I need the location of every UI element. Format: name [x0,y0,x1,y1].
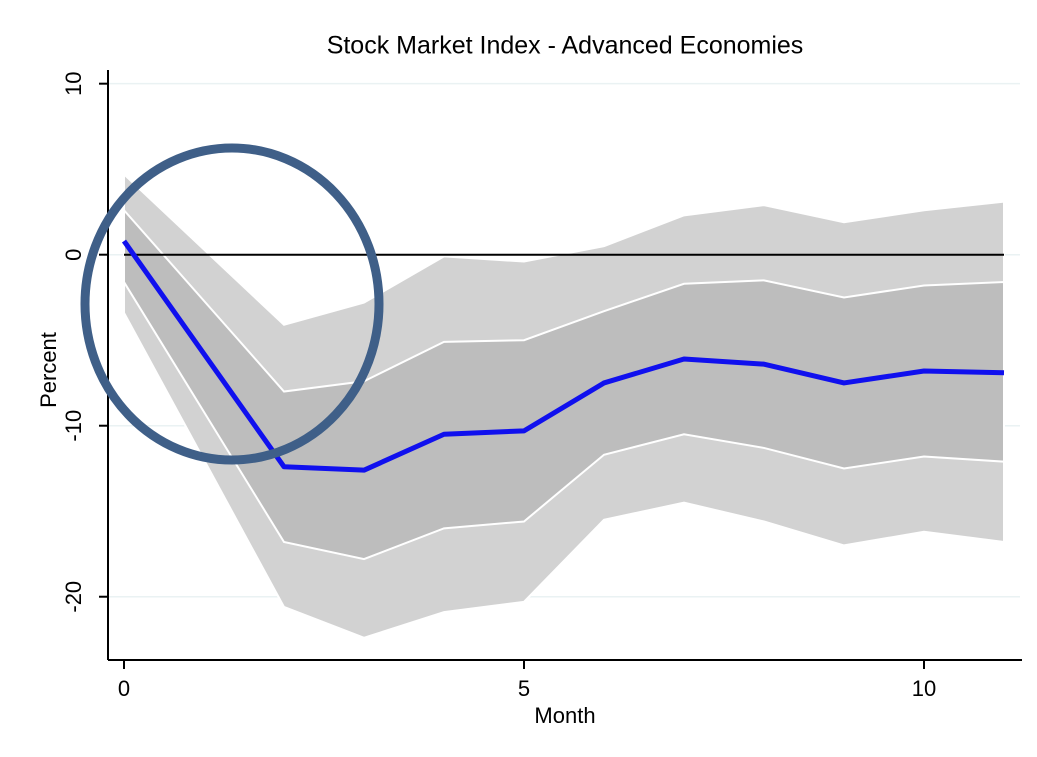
x-axis-label: Month [534,703,595,728]
y-tick-label: -20 [61,581,86,613]
line-series [121,239,1005,473]
x-tick-label: 5 [518,676,530,701]
highlight-circle [80,143,384,465]
chart-title: Stock Market Index - Advanced Economies [327,32,804,60]
y-tick-label: -10 [61,410,86,442]
confidence-band [123,207,1005,561]
x-tick-label: 0 [118,676,130,701]
plot-area: -20 -10 0 10 0 5 10 [61,70,1022,701]
y-tick-label: 0 [61,249,86,261]
x-tick-label: 10 [912,676,936,701]
y-axis-label: Percent [36,332,61,408]
y-tick-label: 10 [61,71,86,95]
